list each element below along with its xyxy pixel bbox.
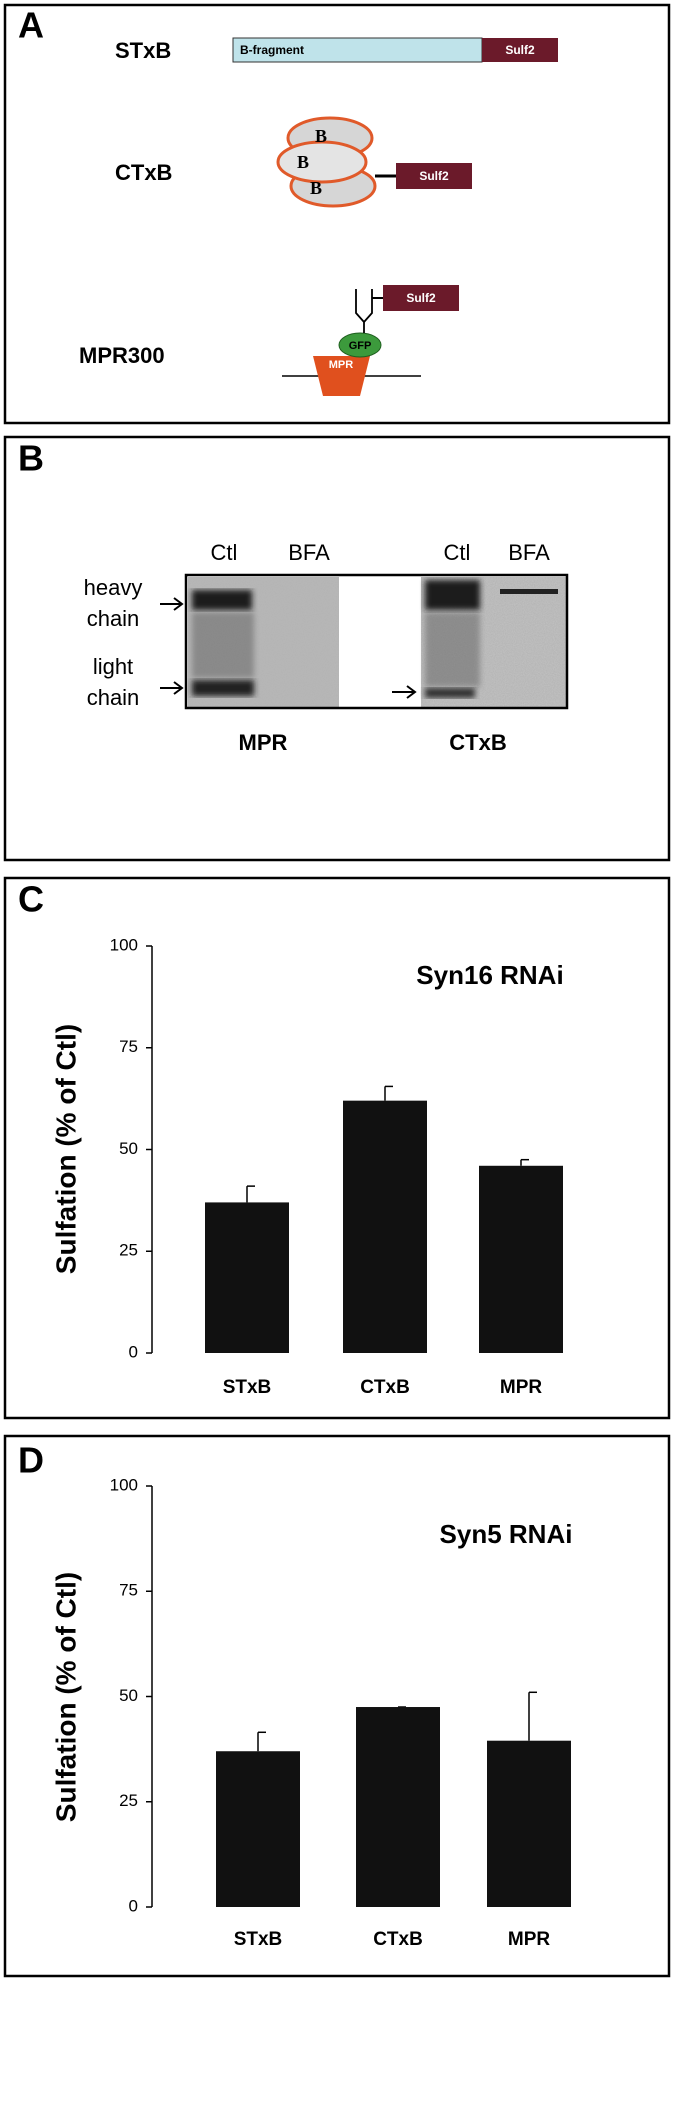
x-tick-label: STxB xyxy=(223,1377,272,1398)
band xyxy=(425,580,480,610)
gfp xyxy=(338,332,382,358)
bar xyxy=(356,1707,440,1907)
panel-label: C xyxy=(18,879,44,920)
subunit-label: B xyxy=(310,178,322,198)
y-tick-label: 100 xyxy=(110,1475,138,1494)
gfp-label: GFP xyxy=(349,340,372,352)
bar xyxy=(205,1202,289,1353)
y-tick-label: 75 xyxy=(119,1581,138,1600)
y-tick-label: 50 xyxy=(119,1686,138,1705)
y-tick-label: 50 xyxy=(119,1139,138,1158)
chart-title: Syn16 RNAi xyxy=(416,960,563,990)
panel-label: D xyxy=(18,1440,44,1481)
y-tick-label: 100 xyxy=(110,935,138,954)
y-tick-label: 25 xyxy=(119,1791,138,1810)
receptor xyxy=(313,356,370,396)
antibody xyxy=(355,289,373,333)
bar xyxy=(343,1100,427,1353)
subunit-label: B xyxy=(315,126,327,146)
band xyxy=(500,589,558,594)
tag-label: Sulf2 xyxy=(419,169,449,183)
subunit-label: B xyxy=(297,152,309,172)
y-axis-label: Sulfation (% of Ctl) xyxy=(50,1024,81,1274)
band xyxy=(192,680,254,696)
tag-box xyxy=(383,285,459,311)
arrow xyxy=(160,597,417,699)
x-tick-label: CTxB xyxy=(360,1377,410,1398)
smear xyxy=(425,612,480,687)
panel-frame xyxy=(3,435,671,862)
y-axis-label: Sulfation (% of Ctl) xyxy=(50,1572,81,1822)
bar xyxy=(216,1751,300,1907)
panel-frame xyxy=(3,876,671,1420)
band-label: heavy xyxy=(84,575,143,600)
panel-label: B xyxy=(18,438,44,479)
band xyxy=(192,590,252,610)
x-tick-label: STxB xyxy=(234,1929,283,1950)
x-tick-label: MPR xyxy=(500,1377,543,1398)
chart-title: Syn5 RNAi xyxy=(440,1519,573,1549)
y-tick-label: 25 xyxy=(119,1241,138,1260)
gel xyxy=(184,573,569,710)
x-tick-label: CTxB xyxy=(373,1929,423,1950)
lane-label: Ctl xyxy=(211,540,238,565)
lane-label: Ctl xyxy=(444,540,471,565)
smear xyxy=(192,612,254,678)
x-tick-label: MPR xyxy=(508,1929,551,1950)
gel-frame xyxy=(184,573,569,710)
fragment-label: B-fragment xyxy=(240,43,304,57)
bar xyxy=(479,1165,563,1353)
tag-box xyxy=(396,163,472,189)
fragment-bar xyxy=(232,37,483,63)
band-label: chain xyxy=(87,606,140,631)
y-tick-label: 0 xyxy=(129,1896,138,1915)
panel-label: A xyxy=(18,5,44,46)
band-label: light xyxy=(93,654,133,679)
lane-label: BFA xyxy=(288,540,330,565)
band xyxy=(425,688,475,698)
construct-name: CTxB xyxy=(115,160,172,185)
receptor-label: MPR xyxy=(329,359,354,371)
subunit xyxy=(276,140,368,184)
group-label: CTxB xyxy=(449,730,506,755)
construct-name: MPR300 xyxy=(79,343,165,368)
group-label: MPR xyxy=(239,730,288,755)
panel-frame xyxy=(3,3,671,425)
construct-name: STxB xyxy=(115,38,171,63)
band-label: chain xyxy=(87,685,140,710)
y-tick-label: 75 xyxy=(119,1037,138,1056)
tag-label: Sulf2 xyxy=(505,43,535,57)
lane-label: BFA xyxy=(508,540,550,565)
tag-label: Sulf2 xyxy=(406,291,436,305)
panel-frame xyxy=(3,1434,671,1978)
tag-box xyxy=(482,38,558,62)
bar xyxy=(487,1740,571,1907)
y-tick-label: 0 xyxy=(129,1342,138,1361)
